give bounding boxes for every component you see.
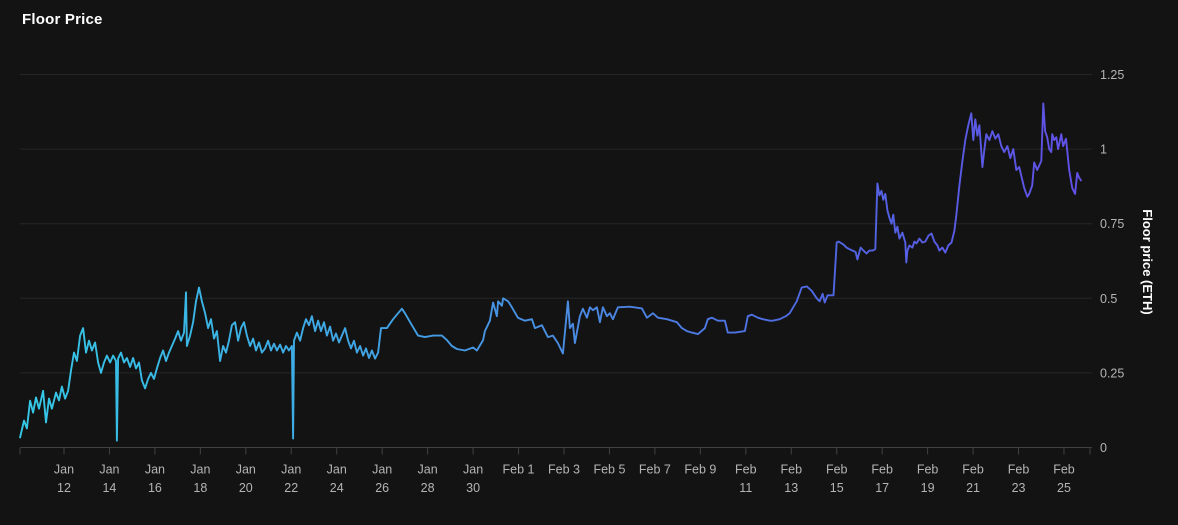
x-tick-label: Feb 3 [548, 463, 580, 477]
y-tick-label: 0.5 [1100, 292, 1117, 306]
x-tick-label: Jan 24 [327, 463, 347, 496]
x-tick-label: Feb 15 [826, 463, 848, 496]
y-tick-label: 0.25 [1100, 366, 1124, 380]
x-tick-label: Feb 13 [780, 463, 802, 496]
floor-price-line [19, 102, 1082, 442]
y-tick-label: 1 [1100, 143, 1107, 157]
x-tick-label: Feb 17 [871, 463, 893, 496]
x-tick-label: Jan 16 [145, 463, 165, 496]
y-axis-title: Floor price (ETH) [1140, 209, 1155, 314]
y-tick-label: 0.75 [1100, 217, 1124, 231]
x-tick-label: Jan 28 [418, 463, 438, 496]
x-tick-label: Jan 18 [190, 463, 210, 496]
x-tick-label: Feb 19 [917, 463, 939, 496]
x-tick-label: Jan 26 [372, 463, 392, 496]
x-tick-label: Feb 5 [593, 463, 625, 477]
x-tick-label: Feb 1 [503, 463, 535, 477]
x-tick-label: Feb 23 [1008, 463, 1030, 496]
y-tick-label: 1.25 [1100, 68, 1124, 82]
x-tick-label: Feb 25 [1053, 463, 1075, 496]
plot-hover-area[interactable] [20, 60, 1092, 448]
chart-title: Floor Price [22, 11, 103, 28]
x-tick-label: Jan 12 [54, 463, 74, 496]
x-tick-label: Jan 22 [281, 463, 301, 496]
x-tick-label: Feb 7 [639, 463, 671, 477]
x-tick-label: Feb 11 [735, 463, 757, 496]
x-tick-label: Jan 20 [236, 463, 256, 496]
x-tick-label: Feb 9 [684, 463, 716, 477]
y-tick-label: 0 [1100, 441, 1107, 455]
x-tick-label: Jan 30 [463, 463, 483, 496]
x-tick-label: Jan 14 [99, 463, 119, 496]
x-tick-label: Feb 21 [962, 463, 984, 496]
